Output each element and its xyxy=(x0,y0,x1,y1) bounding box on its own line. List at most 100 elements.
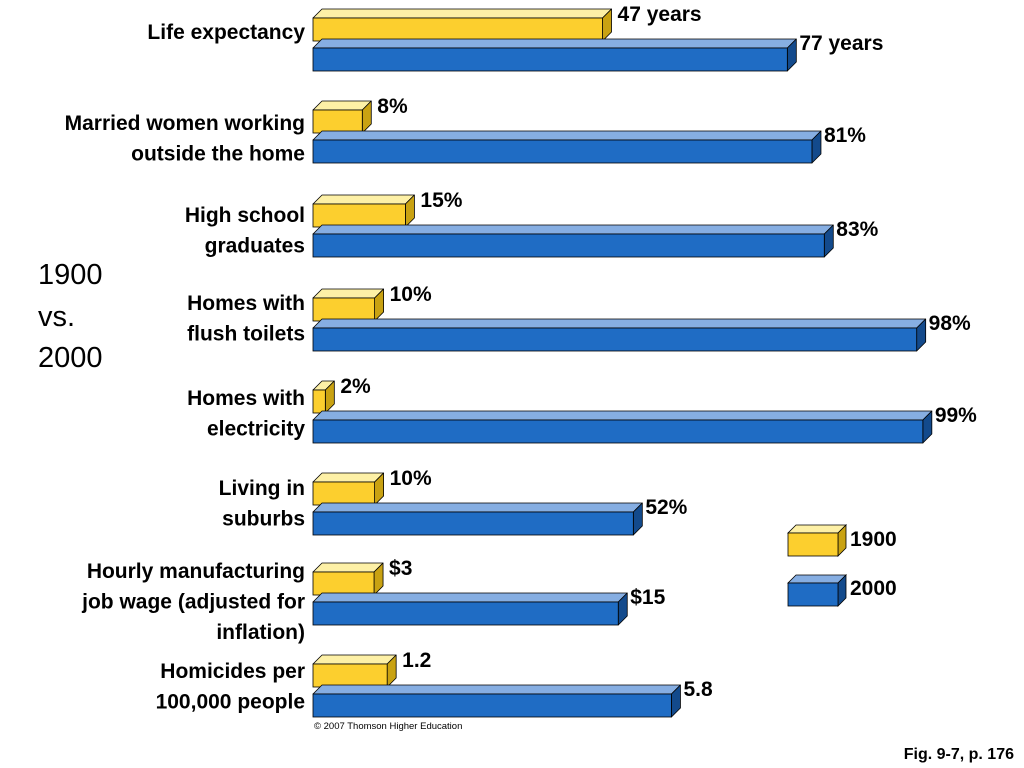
bars-group: Life expectancy 47 years 77 years Married w… xyxy=(65,3,977,718)
category-0: Life expectancy 47 years 77 years xyxy=(147,3,883,72)
bar-1900-1 xyxy=(312,100,372,134)
bar-1900-6-front xyxy=(312,571,375,596)
value-label-1900-0: 47 years xyxy=(618,3,702,26)
bar-2000-3-front xyxy=(312,327,918,352)
legend-swatch-1900 xyxy=(787,524,847,557)
category-label-6-line-2: inflation) xyxy=(216,621,305,644)
category-label-6-line-1: job wage (adjusted for xyxy=(81,591,305,614)
category-6: Hourly manufacturing job wage (adjusted f… xyxy=(81,557,665,644)
bar-2000-6 xyxy=(312,592,628,626)
category-label-3-line-0: Homes with xyxy=(187,292,305,315)
legend-swatch-top-1900 xyxy=(787,524,847,534)
category-label-4-line-1: electricity xyxy=(207,418,305,441)
bar-2000-5-top xyxy=(312,502,643,513)
value-label-1900-5: 10% xyxy=(390,467,432,490)
bar-1900-4-front xyxy=(312,389,326,414)
category-2: High school graduates 15% 83% xyxy=(185,189,879,258)
legend-swatch-top-2000 xyxy=(787,574,847,584)
bar-1900-5 xyxy=(312,472,385,506)
bar-1900-2 xyxy=(312,194,415,228)
value-label-2000-6: $15 xyxy=(630,586,665,609)
legend-label-1900: 1900 xyxy=(850,528,897,551)
bar-1900-0-front xyxy=(312,17,603,42)
category-label-4-line-0: Homes with xyxy=(187,387,305,410)
bar-2000-2-top xyxy=(312,224,834,235)
value-label-1900-2: 15% xyxy=(420,189,462,212)
bar-2000-1-front xyxy=(312,139,813,164)
bar-2000-6-top xyxy=(312,592,628,603)
legend-swatch-2000 xyxy=(787,574,847,607)
category-label-6-line-0: Hourly manufacturing xyxy=(87,560,305,583)
value-label-2000-7: 5.8 xyxy=(683,678,713,701)
bar-2000-3-top xyxy=(312,318,927,329)
bar-1900-6-top xyxy=(312,562,384,573)
bar-2000-4-front xyxy=(312,419,924,444)
legend-swatch-front-1900 xyxy=(787,532,839,557)
bar-2000-0-top xyxy=(312,38,797,49)
bar-1900-0-top xyxy=(312,8,612,19)
bar-1900-1-top xyxy=(312,100,372,111)
category-label-7-line-1: 100,000 people xyxy=(156,691,305,714)
category-label-7-line-0: Homicides per xyxy=(160,660,305,683)
value-label-1900-1: 8% xyxy=(377,95,408,118)
side-label-line-3: 2000 xyxy=(38,342,103,374)
value-label-2000-4: 99% xyxy=(935,404,977,427)
bar-2000-4 xyxy=(312,410,933,444)
category-label-0-line-0: Life expectancy xyxy=(147,21,305,44)
category-4: Homes with electricity 2% 99% xyxy=(187,375,977,444)
legend-label-2000: 2000 xyxy=(850,577,897,600)
bar-1900-6 xyxy=(312,562,384,596)
bar-2000-0-front xyxy=(312,47,788,72)
bar-1900-4 xyxy=(312,380,335,414)
bar-1900-3 xyxy=(312,288,385,322)
value-label-2000-0: 77 years xyxy=(799,32,883,55)
bar-2000-2-front xyxy=(312,233,825,258)
bar-1900-7-top xyxy=(312,654,397,665)
value-label-2000-5: 52% xyxy=(645,496,687,519)
bar-2000-0 xyxy=(312,38,797,72)
bar-2000-7-top xyxy=(312,684,681,695)
legend: 1900 2000 xyxy=(787,524,897,607)
bar-2000-5 xyxy=(312,502,643,536)
value-label-1900-3: 10% xyxy=(390,283,432,306)
bar-2000-3 xyxy=(312,318,927,352)
bar-2000-1 xyxy=(312,130,822,164)
category-label-2-line-1: graduates xyxy=(205,235,305,258)
figure-ref: Fig. 9-7, p. 176 xyxy=(904,746,1014,763)
bar-2000-6-front xyxy=(312,601,619,626)
bar-1900-5-front xyxy=(312,481,375,506)
bar-1900-7 xyxy=(312,654,397,688)
value-label-1900-7: 1.2 xyxy=(402,649,431,672)
bar-1900-7-front xyxy=(312,663,388,688)
category-7: Homicides per 100,000 people 1.2 5.8 xyxy=(156,649,713,718)
bar-1900-1-front xyxy=(312,109,363,134)
bar-2000-1-top xyxy=(312,130,822,141)
category-1: Married women working outside the home 8% 8… xyxy=(65,95,867,166)
category-label-3-line-1: flush toilets xyxy=(187,323,305,346)
value-label-2000-2: 83% xyxy=(836,218,878,241)
copyright: © 2007 Thomson Higher Education xyxy=(314,721,462,732)
category-label-1-line-0: Married women working xyxy=(65,112,305,135)
value-label-1900-6: $3 xyxy=(389,557,412,580)
bar-1900-3-top xyxy=(312,288,385,299)
bar-1900-0 xyxy=(312,8,612,42)
bar-1900-2-top xyxy=(312,194,415,205)
category-label-5-line-1: suburbs xyxy=(222,508,305,531)
bar-2000-7 xyxy=(312,684,681,718)
bar-1900-5-top xyxy=(312,472,385,483)
category-label-2-line-0: High school xyxy=(185,204,305,227)
value-label-2000-3: 98% xyxy=(929,312,971,335)
bar-1900-2-front xyxy=(312,203,406,228)
value-label-1900-4: 2% xyxy=(340,375,371,398)
side-label-line-1: 1900 xyxy=(38,259,103,291)
value-label-2000-1: 81% xyxy=(824,124,866,147)
bar-1900-3-front xyxy=(312,297,375,322)
category-5: Living in suburbs 10% 52% xyxy=(219,467,688,536)
side-label-line-2: vs. xyxy=(38,301,75,333)
bar-2000-2 xyxy=(312,224,834,258)
category-label-5-line-0: Living in xyxy=(219,477,305,500)
bar-2000-5-front xyxy=(312,511,634,536)
category-label-1-line-1: outside the home xyxy=(131,143,305,166)
legend-swatch-front-2000 xyxy=(787,582,839,607)
